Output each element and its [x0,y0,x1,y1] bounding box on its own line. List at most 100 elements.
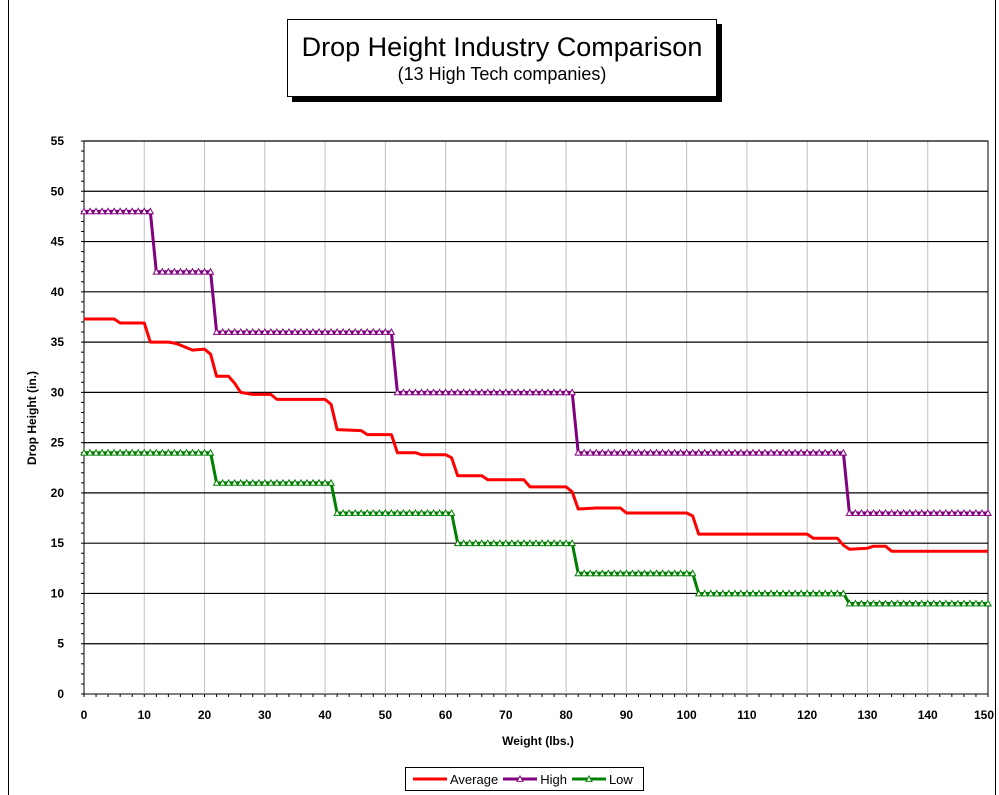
marker-high [405,388,414,396]
marker-high [622,448,631,456]
marker-high [104,207,112,215]
marker-high [266,328,275,335]
marker-low [935,599,944,607]
marker-low [574,569,583,577]
marker-high [200,267,209,275]
marker-low [206,448,215,456]
marker-high [646,448,655,456]
marker-high [857,508,866,516]
marker-low [664,569,673,577]
marker-low [899,599,908,607]
marker-low [218,478,227,486]
y-tick-label: 30 [51,385,65,399]
marker-low [731,589,739,597]
marker-low [110,448,118,456]
axes: 0 5 10 15 20 25 30 35 40 45 50 55 0 10 20 30 40 50 60 70 80 9… [51,134,995,722]
y-axis-label: Drop Height (in.) [25,371,39,465]
marker-high [694,448,703,456]
x-tick-label: 120 [797,708,817,722]
series-line-low [84,451,988,605]
marker-high [110,207,118,215]
marker-high [562,388,570,396]
legend-swatch-low [571,774,606,782]
marker-low [489,539,498,547]
marker-low [616,569,625,577]
y-tick-label: 25 [51,436,65,450]
marker-high [887,508,896,516]
legend-item-average: Average [412,772,498,787]
marker-low [785,589,793,597]
marker-high [598,448,607,456]
marker-high [411,388,420,396]
marker-high [911,508,920,516]
marker-high [688,448,697,456]
marker-high [309,328,317,335]
marker-low [532,539,540,547]
marker-high [893,508,902,516]
marker-high [935,508,944,516]
marker-high [254,328,263,335]
marker-low [423,508,432,516]
series-high [80,207,992,516]
marker-high [851,508,860,516]
marker-low [550,539,558,547]
marker-low [273,478,281,486]
marker-high [670,448,679,456]
marker-low [586,569,595,577]
marker-high [399,388,408,396]
marker-high [357,328,366,335]
marker-low [972,599,980,607]
marker-low [875,599,884,607]
marker-high [875,508,884,516]
marker-low [917,599,926,607]
legend-swatch-average [413,777,447,781]
marker-low [622,569,631,577]
marker-high [972,508,980,516]
marker-low [761,589,769,597]
y-tick-label: 55 [51,134,65,148]
marker-high [845,508,854,516]
marker-high [779,448,787,456]
marker-low [393,508,402,516]
marker-high [242,328,251,335]
marker-low [821,589,830,597]
marker-high [586,448,595,456]
marker-low [465,539,474,547]
marker-high [122,207,131,215]
marker-low [351,508,360,516]
marker-high [526,388,534,396]
marker-high [514,388,522,396]
legend-item-low: Low [571,772,633,787]
marker-low [725,589,733,597]
marker-low [815,589,824,597]
x-tick-label: 60 [439,708,453,722]
marker-high [387,328,396,335]
marker-high [640,448,649,456]
marker-high [905,508,914,516]
marker-low [960,599,968,607]
marker-low [743,589,751,597]
marker-high [725,448,733,456]
marker-low [152,448,161,456]
marker-high [544,388,552,396]
series-low [80,448,992,607]
marker-high [731,448,739,456]
legend-swatch-high [503,774,538,782]
marker-high [833,448,842,456]
marker-high [652,448,661,456]
x-tick-label: 70 [499,708,513,722]
y-tick-label: 40 [51,285,65,299]
marker-high [628,448,637,456]
marker-low [700,589,709,597]
marker-high [899,508,908,516]
marker-high [749,448,757,456]
marker-low [435,508,444,516]
marker-low [194,448,203,456]
marker-low [508,539,516,547]
marker-low [682,569,691,577]
marker-low [604,569,613,577]
marker-low [339,508,347,516]
marker-high [767,448,775,456]
marker-low [544,539,552,547]
marker-low [447,508,456,516]
